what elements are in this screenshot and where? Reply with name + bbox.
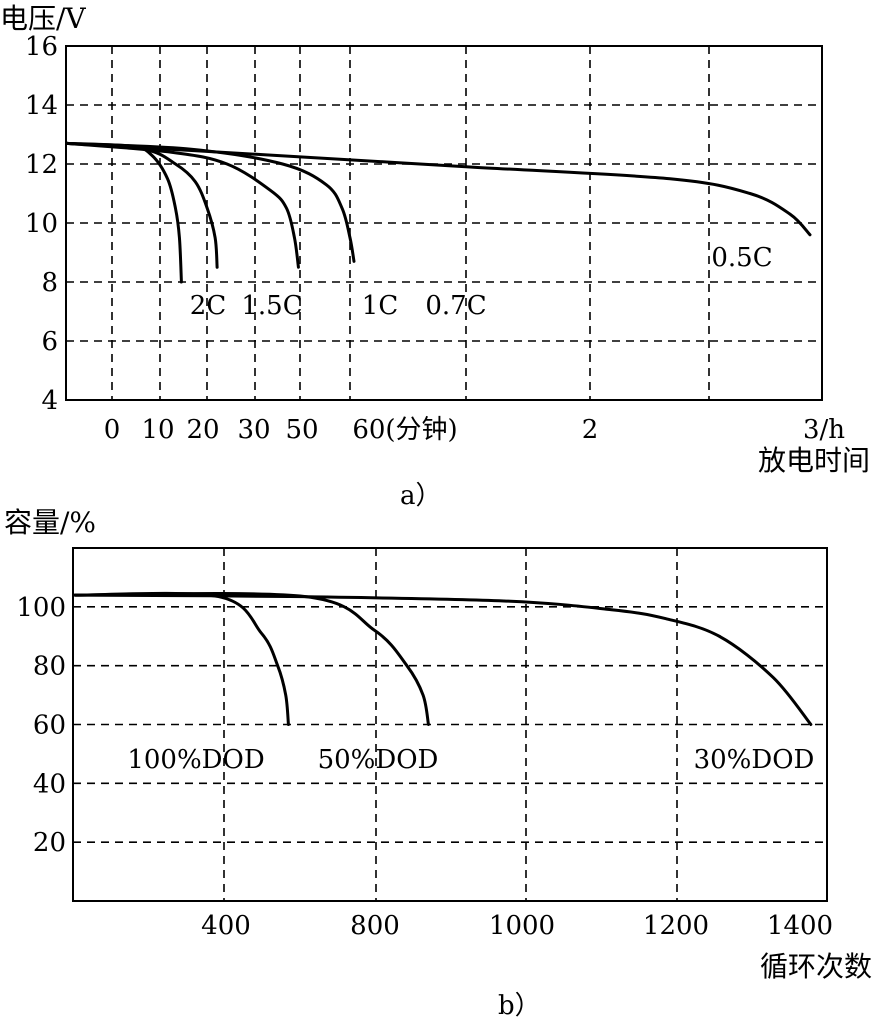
- panel-a-x-tick-label: 30: [237, 415, 270, 445]
- panel-b-x-tick-label: 800: [350, 911, 400, 941]
- panel-a-y-tick-label: 4: [41, 386, 58, 416]
- panel-b-curve-label: 30%DOD: [694, 745, 815, 775]
- panel-a-y-tick-label: 16: [25, 32, 58, 62]
- panel-b-y-tick-label: 60: [33, 711, 66, 741]
- panel-b-gridlines: [73, 548, 827, 901]
- panel-a-y-tick-label: 8: [41, 268, 58, 298]
- panel-a-y-ticks: 4 6 8 10 12 14 16: [25, 32, 58, 416]
- panel-b-y-tick-label: 40: [33, 769, 66, 799]
- panel-a-x-tick-label: 10: [141, 415, 174, 445]
- panel-a-curve-0.5C: [65, 141, 812, 237]
- panel-b-y-tick-label: 20: [33, 828, 66, 858]
- panel-a-x-tick-label: 50: [285, 415, 318, 445]
- panel-a-x-tick-label: 2: [582, 415, 599, 445]
- panel-a-curve-1.5C: [65, 141, 219, 269]
- panel-b-curve-label: 50%DOD: [318, 745, 439, 775]
- panel-a-x-tick-label: 20: [186, 415, 219, 445]
- panel-a-y-tick-label: 14: [25, 91, 58, 121]
- panel-b-x-axis-label: 循环次数: [760, 950, 872, 983]
- panel-b-curve-label: 100%DOD: [127, 745, 264, 775]
- panel-b-curve-100%DOD: [73, 591, 290, 726]
- panel-b-y-tick-label: 80: [33, 652, 66, 682]
- panel-b-x-tick-label: 1200: [643, 911, 709, 941]
- panel-b-y-tick-label: 100: [16, 593, 66, 623]
- panel-a-x-tick-label: 0: [104, 415, 121, 445]
- panel-a-curve-label: 2C: [190, 291, 226, 321]
- panel-a-curve-0.7C: [65, 141, 356, 263]
- panel-b-x-ticks: 400 800 1000 1200 1400: [201, 911, 833, 941]
- panel-a-y-axis-label: 电压/V: [0, 2, 86, 35]
- panel-b-curve-30%DOD: [73, 593, 813, 726]
- panel-a-x-axis-label: 放电时间: [758, 444, 870, 477]
- panel-b-curves: [73, 591, 813, 726]
- panel-b-caption: b）: [498, 991, 541, 1021]
- panel-a-curve-label: 0.5C: [711, 243, 772, 273]
- panel-a-curve-label: 1C: [362, 291, 398, 321]
- panel-a-curve-1C: [65, 141, 300, 269]
- panel-a-curve-label: 0.7C: [425, 291, 486, 321]
- panel-b-curve-50%DOD: [73, 592, 430, 726]
- panel-b-x-tick-label: 1400: [767, 911, 833, 941]
- panel-a-y-tick-label: 12: [25, 150, 58, 180]
- panel-b-y-axis-label: 容量/%: [4, 506, 96, 539]
- panel-a-x-ticks: 0 10 20 30 50 60(分钟) 2 3/h: [104, 415, 846, 445]
- panel-b-y-ticks: 20 40 60 80 100: [16, 593, 66, 858]
- panel-a-y-tick-label: 10: [25, 209, 58, 239]
- panel-a-caption: a）: [400, 481, 442, 511]
- panel-b-curve-labels: 100%DOD 50%DOD 30%DOD: [127, 745, 814, 775]
- panel-b-x-tick-label: 1000: [489, 911, 555, 941]
- panel-a-y-tick-label: 6: [41, 327, 58, 357]
- panel-b-x-tick-label: 400: [201, 911, 251, 941]
- panel-a-curve-label: 1.5C: [241, 291, 302, 321]
- panel-b-cycle-life-chart: 20 40 60 80 100 400 800 1000 1200 1400 100%DOD 50…: [4, 506, 872, 1021]
- panel-a-gridlines: [66, 46, 822, 400]
- panel-a-curves: [65, 141, 812, 284]
- panel-a-x-tick-label: 3/h: [803, 415, 845, 445]
- panel-a-curve-labels: 2C 1.5C 1C 0.7C 0.5C: [190, 243, 773, 321]
- panel-a-discharge-voltage-chart: 4 6 8 10 12 14 16 0 10 20 30 50 60(分钟) 2 3/h 2C 1.5C 1C…: [0, 2, 870, 511]
- panel-a-x-tick-label: 60(分钟): [352, 415, 457, 445]
